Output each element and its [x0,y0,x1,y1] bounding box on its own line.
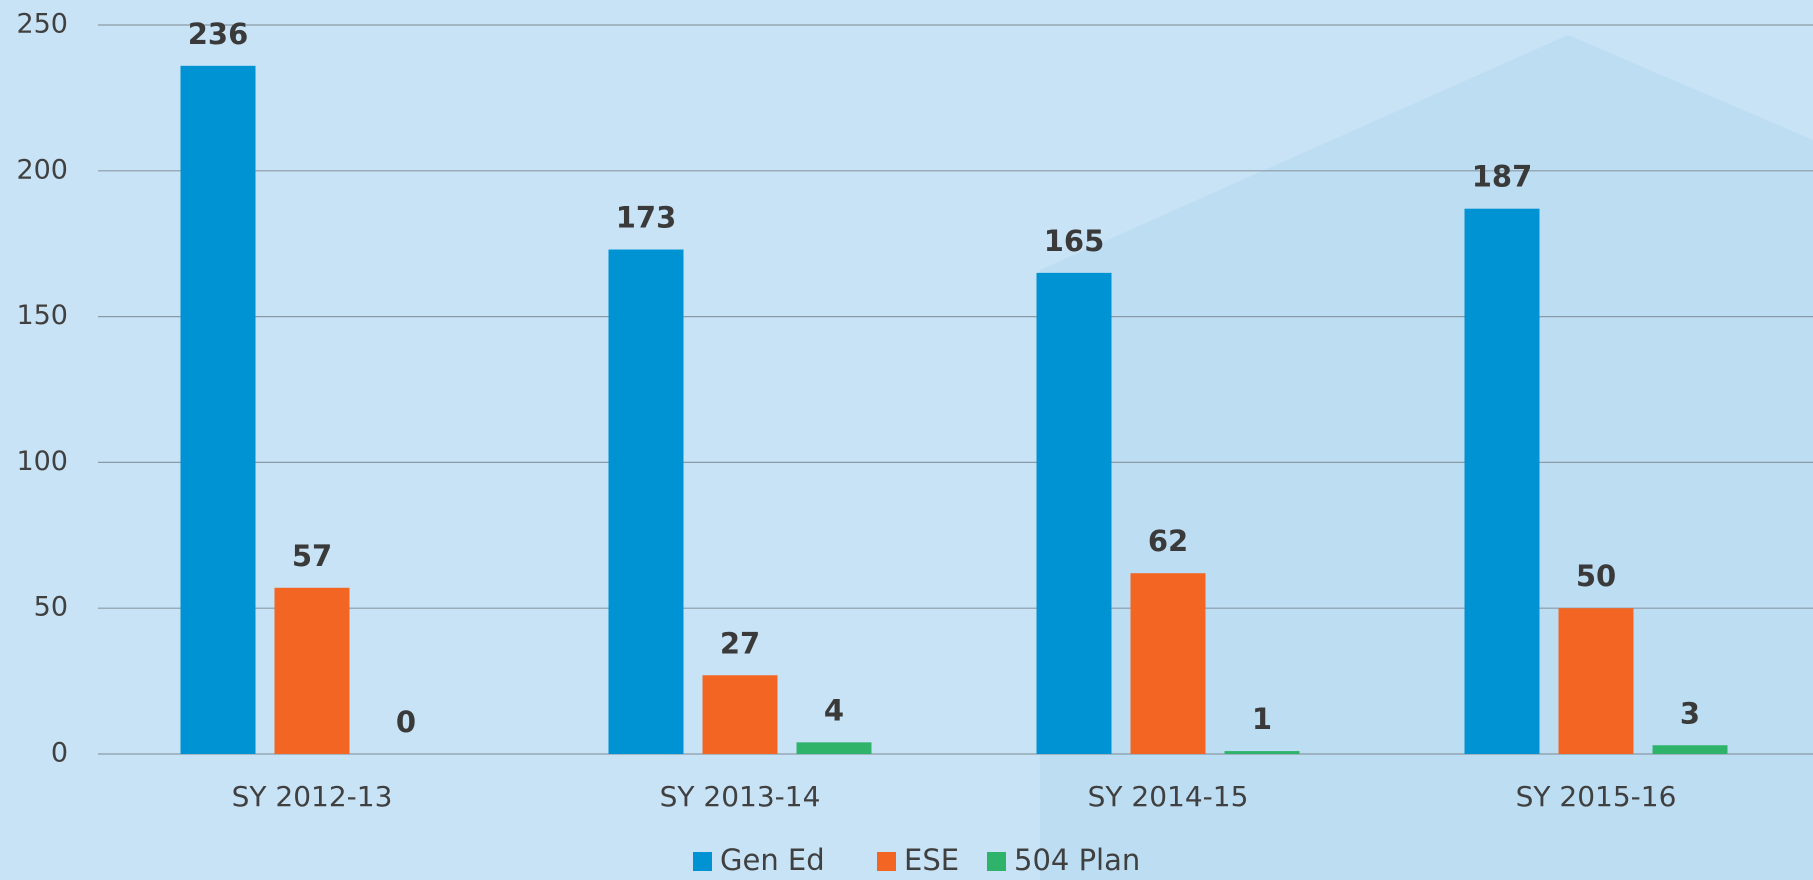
legend-label: ESE [904,843,959,877]
bar [702,675,778,754]
y-tick-label: 150 [16,300,68,331]
y-tick-label: 100 [16,446,68,477]
data-label: 62 [1148,524,1188,558]
legend-swatch [877,852,896,871]
x-tick-label: SY 2015-16 [1516,780,1677,813]
legend-swatch [693,852,712,871]
data-label: 0 [396,705,416,739]
data-label: 1 [1252,702,1272,736]
x-tick-label: SY 2012-13 [232,780,393,813]
data-label: 50 [1576,559,1616,593]
bar [1130,573,1206,754]
data-label: 57 [292,539,332,573]
data-label: 165 [1044,224,1105,258]
x-tick-label: SY 2014-15 [1088,780,1249,813]
data-label: 187 [1472,160,1533,194]
x-tick-label: SY 2013-14 [660,780,821,813]
y-tick-label: 50 [34,592,68,623]
bar [1224,751,1300,754]
bar [274,587,350,754]
data-label: 173 [616,201,677,235]
data-label: 27 [720,626,760,660]
data-label: 3 [1680,696,1700,730]
legend-swatch [987,852,1006,871]
bar [1036,272,1112,754]
bar [1464,208,1540,754]
bar [180,65,256,755]
bar [608,249,684,755]
y-tick-label: 250 [16,9,68,40]
y-tick-label: 0 [51,738,68,769]
bar [1558,608,1634,754]
data-label: 4 [824,693,844,727]
legend-label: Gen Ed [720,843,825,877]
data-label: 236 [188,17,249,51]
y-tick-label: 200 [16,154,68,185]
bar [1652,745,1728,754]
legend-label: 504 Plan [1014,843,1140,877]
bar [796,742,872,754]
